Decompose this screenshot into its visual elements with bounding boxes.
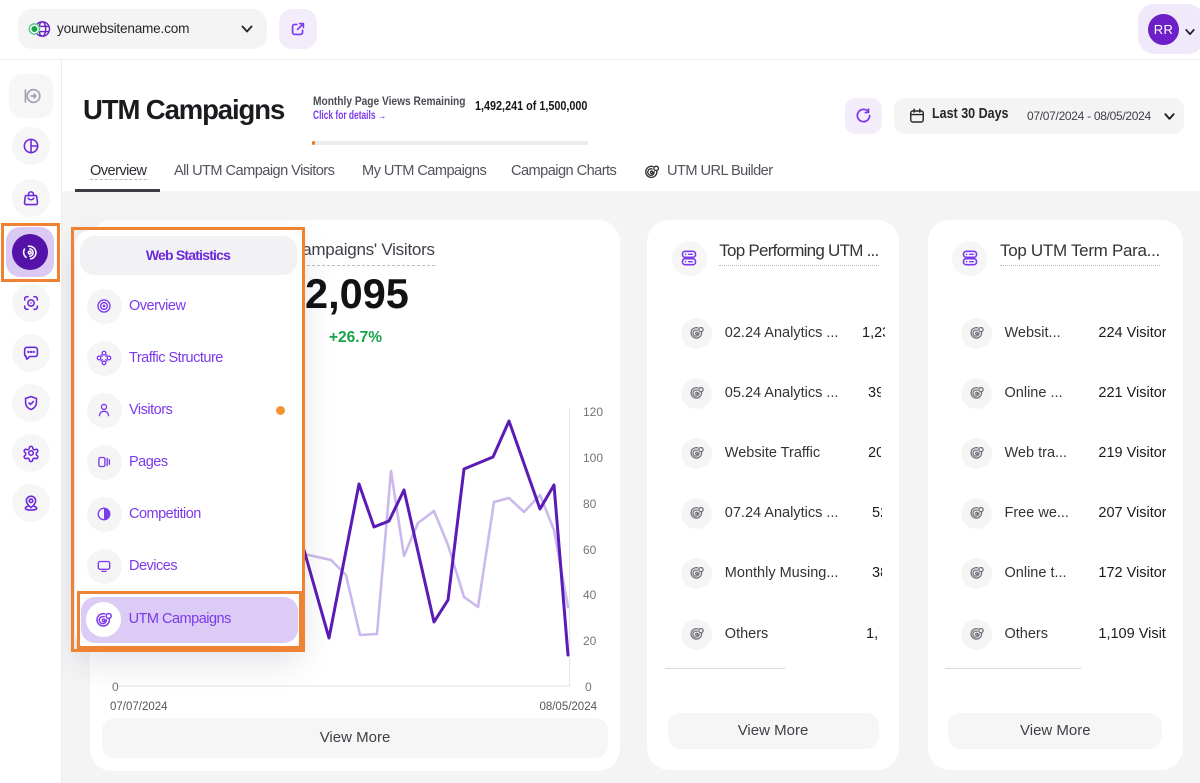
svg-text:100: 100 [583,451,603,465]
svg-text:60: 60 [583,543,597,557]
svg-text:40: 40 [583,588,597,602]
svg-text:0: 0 [112,680,119,694]
svg-text:20: 20 [583,634,597,648]
svg-text:120: 120 [583,405,603,419]
svg-text:80: 80 [583,497,597,511]
svg-text:08/05/2024: 08/05/2024 [539,701,597,713]
svg-text:07/07/2024: 07/07/2024 [110,701,168,713]
svg-text:0: 0 [585,680,592,694]
